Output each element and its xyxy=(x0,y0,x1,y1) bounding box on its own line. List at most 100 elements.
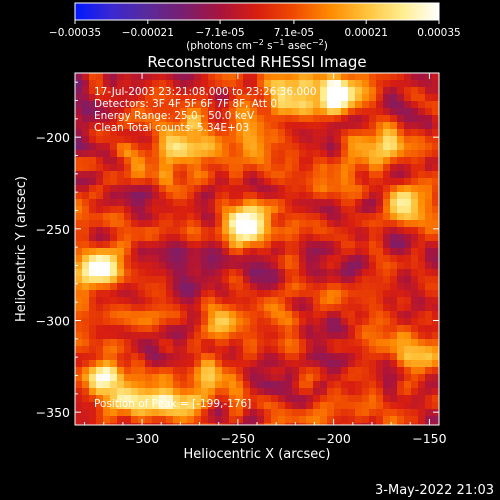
heatmap-cell xyxy=(229,346,236,353)
heatmap-cell xyxy=(145,227,152,234)
heatmap-cell xyxy=(152,262,159,269)
heatmap-cell xyxy=(369,395,376,402)
heatmap-cell xyxy=(131,416,138,423)
heatmap-cell xyxy=(306,297,313,304)
heatmap-cell xyxy=(166,353,173,360)
heatmap-cell xyxy=(383,143,390,150)
heatmap-cell xyxy=(334,185,341,192)
heatmap-cell xyxy=(131,367,138,374)
heatmap-cell xyxy=(250,157,257,164)
heatmap-cell xyxy=(187,304,194,311)
heatmap-cell xyxy=(124,143,131,150)
heatmap-cell xyxy=(383,353,390,360)
heatmap-cell xyxy=(362,94,369,101)
heatmap-cell xyxy=(341,227,348,234)
heatmap-cell xyxy=(271,227,278,234)
heatmap-cell xyxy=(103,192,110,199)
heatmap-cell xyxy=(355,402,362,409)
heatmap-cell xyxy=(124,402,131,409)
heatmap-cell xyxy=(236,206,243,213)
heatmap-cell xyxy=(418,304,425,311)
heatmap-cell xyxy=(341,318,348,325)
heatmap-cell xyxy=(278,199,285,206)
heatmap-cell xyxy=(180,206,187,213)
heatmap-cell xyxy=(194,115,201,122)
heatmap-cell xyxy=(145,367,152,374)
heatmap-cell xyxy=(390,276,397,283)
heatmap-cell xyxy=(180,143,187,150)
heatmap-cell xyxy=(180,94,187,101)
heatmap-cell xyxy=(292,129,299,136)
heatmap-cell xyxy=(89,220,96,227)
heatmap-cell xyxy=(250,241,257,248)
heatmap-cell xyxy=(229,241,236,248)
heatmap-cell xyxy=(334,234,341,241)
heatmap-cell xyxy=(390,311,397,318)
heatmap-cell xyxy=(432,388,439,395)
heatmap-cell xyxy=(82,283,89,290)
heatmap-cell xyxy=(222,255,229,262)
heatmap-cell xyxy=(180,311,187,318)
heatmap-cell xyxy=(418,311,425,318)
heatmap-cell xyxy=(152,381,159,388)
heatmap-cell xyxy=(236,269,243,276)
heatmap-cell xyxy=(320,241,327,248)
heatmap-cell xyxy=(411,80,418,87)
heatmap-cell xyxy=(418,115,425,122)
heatmap-cell xyxy=(159,255,166,262)
heatmap-cell xyxy=(320,367,327,374)
heatmap-cell xyxy=(201,164,208,171)
x-tick-label: −200 xyxy=(316,431,350,446)
heatmap-cell xyxy=(418,325,425,332)
heatmap-cell xyxy=(89,360,96,367)
heatmap-cell xyxy=(271,423,278,425)
heatmap-cell xyxy=(131,304,138,311)
heatmap-cell xyxy=(166,374,173,381)
heatmap-cell xyxy=(306,94,313,101)
heatmap-cell xyxy=(432,346,439,353)
heatmap-cell xyxy=(390,227,397,234)
heatmap-cell xyxy=(166,367,173,374)
heatmap-cell xyxy=(250,101,257,108)
heatmap-cell xyxy=(432,234,439,241)
heatmap-cell xyxy=(201,304,208,311)
heatmap-cell xyxy=(362,129,369,136)
heatmap-cell xyxy=(362,374,369,381)
heatmap-cell xyxy=(124,332,131,339)
heatmap-cell xyxy=(131,423,138,425)
heatmap-cell xyxy=(299,115,306,122)
heatmap-cell xyxy=(285,248,292,255)
heatmap-cell xyxy=(313,87,320,94)
heatmap-cell xyxy=(306,283,313,290)
heatmap-cell xyxy=(285,269,292,276)
heatmap-cell xyxy=(124,108,131,115)
heatmap-cell xyxy=(166,87,173,94)
heatmap-cell xyxy=(390,269,397,276)
heatmap-cell xyxy=(355,227,362,234)
heatmap-cell xyxy=(96,150,103,157)
detectors-text: Detectors: 3F 4F 5F 6F 7F 8F, Att 0 xyxy=(94,98,277,110)
heatmap-cell xyxy=(369,220,376,227)
heatmap-cell xyxy=(362,220,369,227)
heatmap-cell xyxy=(159,87,166,94)
heatmap-cell xyxy=(264,332,271,339)
heatmap-cell xyxy=(117,388,124,395)
heatmap-cell xyxy=(411,269,418,276)
heatmap-cell xyxy=(236,87,243,94)
heatmap-cell xyxy=(229,395,236,402)
heatmap-cell xyxy=(173,122,180,129)
heatmap-cell xyxy=(285,276,292,283)
heatmap-cell xyxy=(201,290,208,297)
heatmap-cell xyxy=(362,255,369,262)
heatmap-cell xyxy=(411,143,418,150)
heatmap-cell xyxy=(369,164,376,171)
heatmap-cell xyxy=(369,87,376,94)
heatmap-cell xyxy=(285,136,292,143)
heatmap-cell xyxy=(397,248,404,255)
heatmap-cell xyxy=(411,101,418,108)
heatmap-cell xyxy=(180,388,187,395)
heatmap-cell xyxy=(159,115,166,122)
heatmap-cell xyxy=(138,297,145,304)
heatmap-cell xyxy=(327,94,334,101)
heatmap-cell xyxy=(194,220,201,227)
